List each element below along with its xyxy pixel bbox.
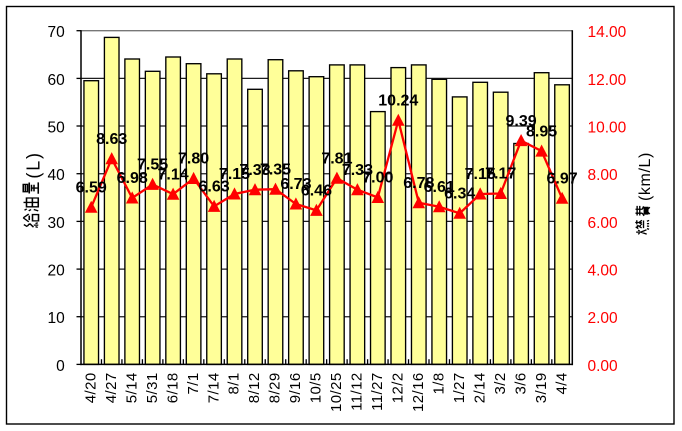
svg-text:3/19: 3/19 — [533, 372, 550, 403]
svg-text:7.55: 7.55 — [137, 157, 168, 174]
svg-text:6.97: 6.97 — [547, 171, 578, 188]
svg-text:10: 10 — [48, 310, 66, 327]
svg-text:40: 40 — [48, 167, 66, 184]
svg-text:2.00: 2.00 — [588, 310, 619, 327]
svg-text:6/18: 6/18 — [164, 372, 181, 403]
svg-text:10/25: 10/25 — [328, 372, 345, 412]
svg-text:70: 70 — [48, 24, 66, 41]
svg-text:10.24: 10.24 — [378, 93, 418, 110]
svg-text:7.33: 7.33 — [239, 162, 270, 179]
svg-text:7/1: 7/1 — [185, 372, 202, 394]
svg-text:1/27: 1/27 — [451, 372, 468, 403]
svg-text:6.34: 6.34 — [444, 186, 475, 203]
svg-text:6.78: 6.78 — [403, 175, 434, 192]
svg-text:60: 60 — [48, 72, 66, 89]
svg-text:7.15: 7.15 — [219, 166, 250, 183]
svg-text:12/16: 12/16 — [410, 372, 427, 412]
svg-text:4/4: 4/4 — [553, 372, 570, 394]
svg-text:7.81: 7.81 — [321, 150, 352, 167]
svg-text:8/1: 8/1 — [226, 372, 243, 394]
svg-text:50: 50 — [48, 120, 66, 137]
svg-text:8/12: 8/12 — [246, 372, 263, 403]
svg-text:12/2: 12/2 — [390, 372, 407, 403]
svg-text:12.00: 12.00 — [588, 72, 627, 89]
svg-text:6.61: 6.61 — [424, 179, 455, 196]
svg-text:3/2: 3/2 — [492, 372, 509, 394]
svg-text:4/20: 4/20 — [82, 372, 99, 403]
svg-text:6.46: 6.46 — [301, 183, 332, 200]
svg-text:8/29: 8/29 — [267, 372, 284, 403]
svg-text:8.63: 8.63 — [96, 131, 127, 148]
svg-text:7.15: 7.15 — [465, 166, 496, 183]
svg-text:11/12: 11/12 — [349, 372, 366, 410]
svg-text:14.00: 14.00 — [588, 24, 627, 41]
svg-text:20: 20 — [48, 263, 66, 280]
svg-text:6.98: 6.98 — [117, 170, 148, 187]
svg-text:7.17: 7.17 — [485, 166, 516, 183]
svg-text:7.80: 7.80 — [178, 151, 209, 168]
svg-text:7.00: 7.00 — [362, 170, 393, 187]
svg-text:7.14: 7.14 — [158, 166, 189, 183]
svg-text:11/27: 11/27 — [369, 372, 386, 410]
svg-text:9/16: 9/16 — [287, 372, 304, 403]
svg-text:10.00: 10.00 — [588, 120, 627, 137]
svg-text:10/5: 10/5 — [308, 372, 325, 403]
svg-text:6.59: 6.59 — [76, 180, 107, 197]
svg-text:5/14: 5/14 — [123, 372, 140, 403]
svg-text:(L): (L) — [24, 151, 44, 178]
svg-text:4/27: 4/27 — [103, 372, 120, 403]
svg-text:3/6: 3/6 — [512, 372, 529, 394]
svg-text:4.00: 4.00 — [588, 263, 619, 280]
svg-text:2/14: 2/14 — [471, 372, 488, 403]
svg-text:30: 30 — [48, 215, 66, 232]
svg-text:7.35: 7.35 — [260, 161, 291, 178]
svg-text:6.73: 6.73 — [280, 176, 311, 193]
svg-text:9.39: 9.39 — [506, 113, 537, 130]
svg-text:(km/L): (km/L) — [637, 152, 654, 201]
svg-text:6.63: 6.63 — [199, 179, 230, 196]
svg-text:8.95: 8.95 — [526, 123, 557, 140]
svg-text:7.33: 7.33 — [342, 162, 373, 179]
svg-text:7/14: 7/14 — [205, 372, 222, 403]
svg-text:8.00: 8.00 — [588, 167, 619, 184]
svg-text:5/31: 5/31 — [144, 372, 161, 403]
svg-text:6.00: 6.00 — [588, 215, 619, 232]
svg-text:0.00: 0.00 — [588, 358, 619, 375]
svg-text:1/8: 1/8 — [430, 372, 447, 394]
svg-text:0: 0 — [56, 358, 65, 375]
